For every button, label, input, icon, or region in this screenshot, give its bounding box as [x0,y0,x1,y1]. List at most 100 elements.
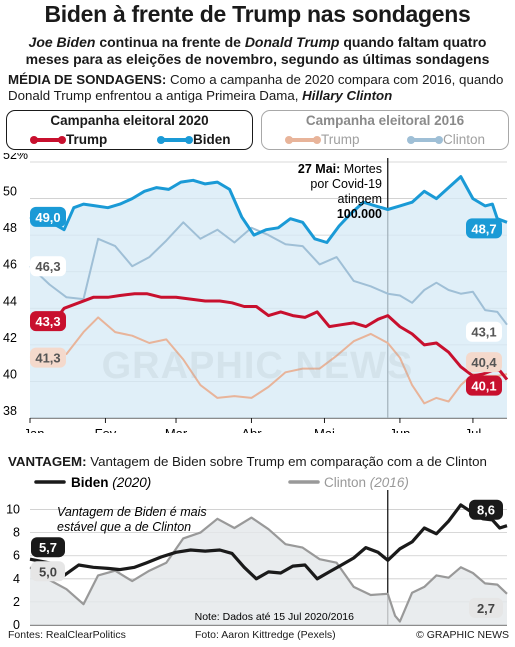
y-tick-50: 50 [3,185,17,199]
legend-trump-2016-label: Trump [321,132,360,147]
section1-description: MÉDIA DE SONDAGENS: Como a campanha de 2… [8,72,513,104]
y-tick-44: 44 [3,294,17,308]
trump-2016-swatch [285,135,321,144]
lead-y-tick-2: 2 [13,595,20,609]
lead-end-label-biden: 8,6 [469,499,503,520]
lead-y-tick-0: 0 [13,618,20,632]
start-label-clinton-2016: 46,3 [30,256,66,277]
section2-description: VANTAGEM: Vantagem de Biden sobre Trump … [8,454,513,470]
polls-x-axis: Jan Fev Mar Abr Mai Jun Jul [24,418,482,433]
end-label-clinton-2016: 43,1 [466,321,502,342]
lead-y-tick-8: 8 [13,526,20,540]
polls-y-axis: 38 40 42 44 46 48 50 52% [3,153,28,418]
lead-y-tick-10: 10 [6,503,20,517]
svg-text:5,0: 5,0 [39,564,57,579]
footer-copyright: © GRAPHIC NEWS [416,629,509,641]
lead-legend-clinton: Clinton (2016) [324,475,409,490]
svg-text:49,0: 49,0 [35,210,60,225]
subtitle-text-2: quando faltam quatro meses para as eleiç… [25,34,490,67]
annotation-value: 100.000 [337,207,382,221]
legend-trump-2020: Trump [30,132,108,147]
lead-start-label-biden: 5,7 [31,537,65,558]
annotation-line-3: atingem [338,192,382,206]
biden-2020-area [30,176,507,418]
clinton-2016-swatch [407,135,443,144]
line-biden-2020 [29,175,508,244]
legend-trump-2016: Trump [285,132,360,147]
legend-2020-title: Campanha eleitoral 2020 [50,113,209,128]
covid-annotation: 27 Mai: Mortes por Covid-19 atingem 100.… [298,162,382,221]
biden-area [30,176,507,418]
x-tick-abr: Abr [241,426,262,433]
start-label-biden-2020: 49,0 [30,206,66,227]
svg-text:5,7: 5,7 [39,540,57,555]
lead-y-tick-4: 4 [13,572,20,586]
svg-text:40,4: 40,4 [471,355,497,370]
svg-text:43,1: 43,1 [471,325,496,340]
legend-clinton-2016-label: Clinton [443,132,486,147]
end-label-biden-2020: 48,7 [466,218,502,239]
section2-text: Vantagem de Biden sobre Trump em compara… [86,454,487,469]
legend-biden-2020-label: Biden [193,132,231,147]
y-tick-46: 46 [3,258,17,272]
svg-text:48,7: 48,7 [471,221,496,236]
footer-source: Fontes: RealClearPolitics [8,629,126,641]
y-tick-38: 38 [3,404,17,418]
lead-legend-biden: Biden (2020) [71,475,151,490]
lead-start-label-clinton: 5,0 [31,561,65,582]
start-label-trump-2016: 41,3 [30,347,66,368]
x-tick-jan: Jan [24,426,45,433]
y-tick-42: 42 [3,331,17,345]
line-trump-2020 [30,292,509,381]
page-title: Biden à frente de Trump nas sondagens [44,1,471,27]
annotation-line-1: 27 Mai: Mortes [298,162,382,176]
legend-2016-title: Campanha eleitoral 2016 [305,113,465,128]
svg-text:2,7: 2,7 [477,601,495,616]
footer-photo: Foto: Aaron Kittredge (Pexels) [195,629,336,641]
legend-2016: Campanha eleitoral 2016 Trump Clinton [261,110,509,150]
start-label-trump-2020: 43,3 [30,311,66,332]
polls-value-labels: 49,0 48,7 43,3 40,1 46,3 43,1 41,3 40,4 [30,206,502,396]
biden-2020-swatch [157,135,193,144]
x-tick-jul: Jul [465,426,482,433]
legend-biden-2020: Biden [157,132,231,147]
data-note: Note: Dados até 15 Jul 2020/2016 [195,611,355,623]
legend-clinton-2016: Clinton [407,132,486,147]
svg-text:41,3: 41,3 [35,351,60,366]
x-tick-jun: Jun [389,426,410,433]
subtitle-text-1: continua na frente de [95,34,245,50]
line-biden-2020-lead [29,503,508,581]
line-trump-2016 [29,316,508,405]
lead-value-labels: 5,7 5,0 8,6 2,7 [31,499,503,618]
legend-trump-2020-label: Trump [66,132,108,147]
x-tick-fev: Fev [95,426,117,433]
section1-label: MÉDIA DE SONDAGENS: [8,72,167,87]
y-tick-48: 48 [3,221,17,235]
y-tick-52: 52% [3,153,28,162]
lead-y-tick-6: 6 [13,549,20,563]
lead-note-line-2: estável que a de Clinton [57,520,191,534]
line-clinton-2016-lead [29,516,508,623]
lead-series [29,503,508,623]
svg-text:46,3: 46,3 [35,259,60,274]
svg-text:40,1: 40,1 [471,379,496,394]
svg-text:8,6: 8,6 [477,503,495,518]
polls-series [29,175,509,405]
section1-clinton-name: Hillary Clinton [302,88,393,103]
trump-2020-swatch [30,135,66,144]
lead-y-axis: 0 2 4 6 8 10 [6,503,20,632]
svg-text:43,3: 43,3 [35,314,60,329]
lead-legend: Biden (2020) Clinton (2016) [34,475,409,490]
line-clinton-2016 [29,221,508,326]
x-tick-mai: Mai [314,426,335,433]
end-label-trump-2016: 40,4 [466,352,502,373]
annotation-line-2: por Covid-19 [310,177,382,191]
subtitle-trump: Donald Trump [244,34,340,50]
subtitle-biden: Joe Biden [28,34,96,50]
legend-2020: Campanha eleitoral 2020 Trump Biden [6,110,253,150]
subtitle: Joe Biden continua na frente de Donald T… [6,34,509,68]
end-label-trump-2020: 40,1 [466,375,502,396]
